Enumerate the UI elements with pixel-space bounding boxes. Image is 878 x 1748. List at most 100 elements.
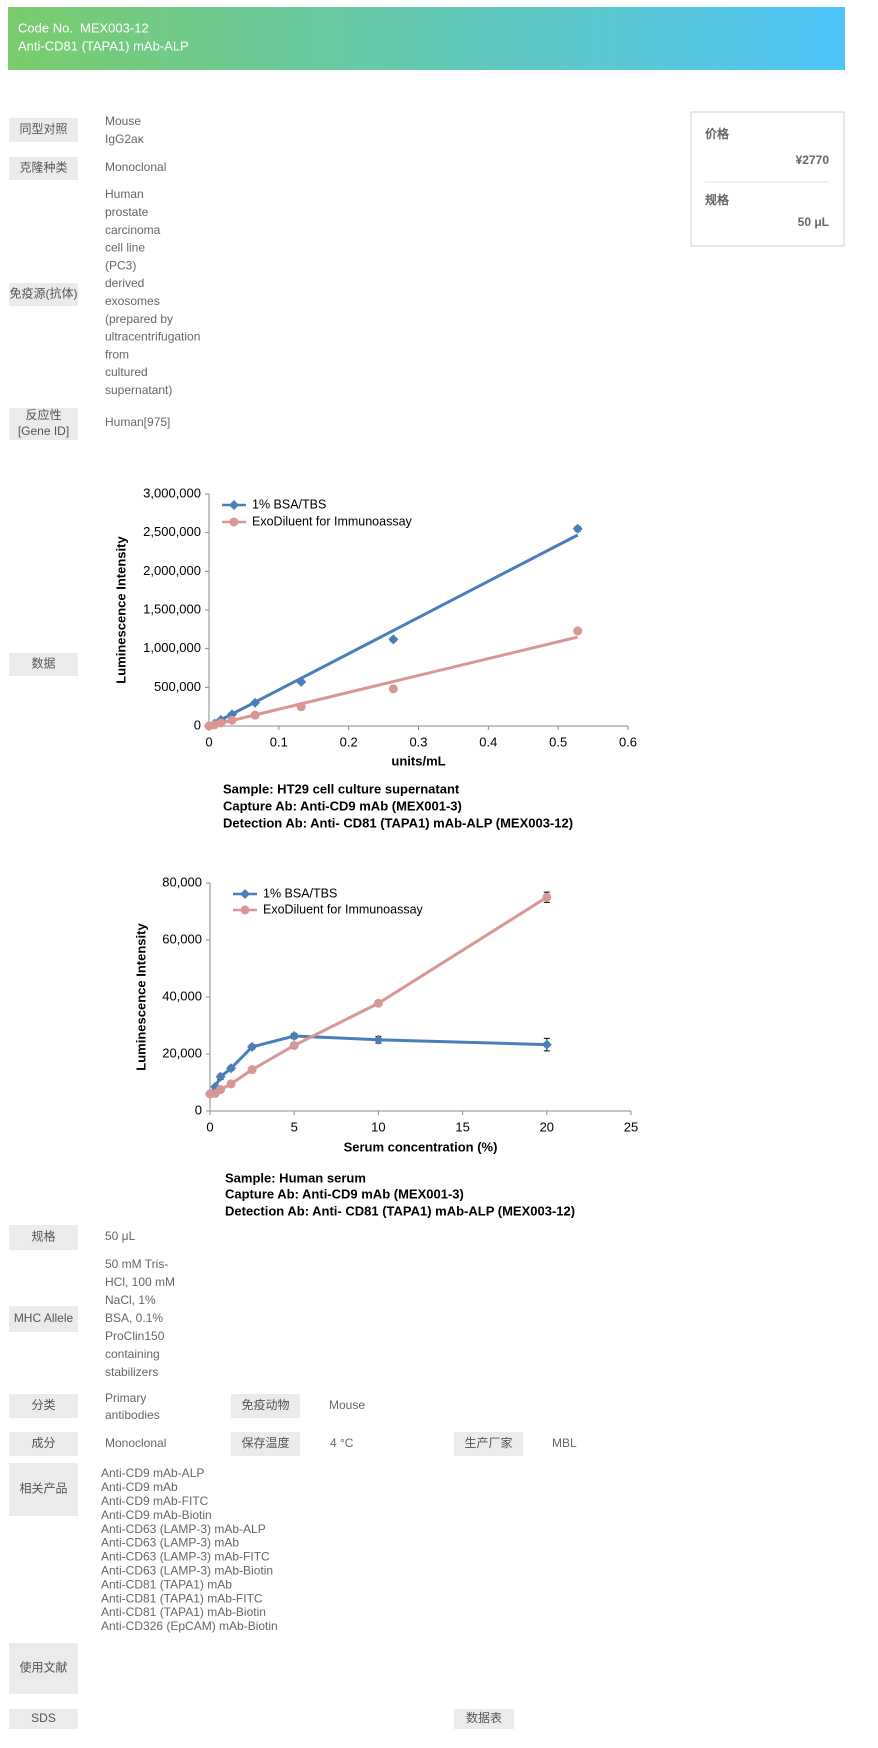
y-axis-label: Luminescence Intensity	[113, 536, 128, 684]
x-tick-label: 0	[205, 734, 212, 749]
label-box	[9, 1643, 78, 1694]
price: ¥2770	[796, 153, 830, 167]
field-label: 反应性	[25, 407, 61, 422]
marker	[573, 626, 583, 636]
field-value: Anti-CD81 (TAPA1) mAb	[101, 1577, 232, 1591]
price-box	[690, 111, 845, 247]
field-value: derived	[105, 276, 144, 290]
y-tick-label: 20,000	[162, 1045, 202, 1060]
x-tick-label: 0.2	[340, 734, 358, 749]
code-number: MEX003-12	[80, 20, 149, 35]
label-box	[9, 1225, 78, 1250]
fit-line	[208, 533, 579, 728]
x-tick-label: 10	[371, 1119, 385, 1134]
label-box	[9, 1463, 78, 1516]
field-value: ProClin150	[105, 1329, 165, 1343]
label-box	[9, 1432, 78, 1456]
chart-note: Capture Ab: Anti-CD9 mAb (MEX001-3)	[223, 798, 462, 813]
field-label: 同型对照	[19, 122, 67, 136]
label-box	[231, 1394, 300, 1418]
marker	[572, 523, 583, 534]
label-box	[9, 653, 78, 676]
marker	[216, 718, 226, 728]
field-value: Anti-CD9 mAb-FITC	[101, 1494, 209, 1508]
marker	[541, 1039, 552, 1050]
field-label: 成分	[31, 1436, 55, 1450]
field-value: containing	[105, 1347, 160, 1361]
field-value: IgG2aκ	[105, 132, 145, 146]
x-tick-label: 0.1	[270, 734, 288, 749]
field-value: supernatant)	[105, 383, 172, 397]
marker	[250, 710, 260, 720]
field-label: 数据	[31, 656, 55, 671]
x-tick-label: 15	[455, 1119, 469, 1134]
marker	[296, 702, 306, 712]
marker	[226, 1079, 236, 1089]
marker	[247, 1065, 257, 1075]
field-value: Anti-CD9 mAb-ALP	[101, 1466, 204, 1480]
y-tick-label: 40,000	[162, 988, 202, 1003]
legend-label: 1% BSA/TBS	[252, 497, 326, 511]
header-band	[8, 7, 845, 70]
chart-note: Capture Ab: Anti-CD9 mAb (MEX001-3)	[225, 1186, 464, 1201]
label-box	[454, 1432, 523, 1456]
marker	[373, 998, 383, 1008]
legend-marker	[229, 517, 239, 527]
series-line	[209, 895, 548, 1096]
chart-note: Detection Ab: Anti- CD81 (TAPA1) mAb-ALP…	[225, 1203, 575, 1218]
y-tick-label: 1,500,000	[143, 601, 201, 616]
x-axis-label: Serum concentration (%)	[344, 1139, 498, 1154]
field-value: NaCl, 1%	[105, 1293, 156, 1307]
field-value: from	[105, 347, 129, 361]
marker	[247, 1041, 258, 1052]
label-box	[9, 408, 78, 440]
field-value: Anti-CD9 mAb-Biotin	[101, 1508, 212, 1522]
chart-note: Detection Ab: Anti- CD81 (TAPA1) mAb-ALP…	[223, 815, 573, 830]
legend-label: ExoDiluent for Immunoassay	[263, 902, 424, 916]
y-axis-label: Luminescence Intensity	[133, 923, 148, 1071]
label-box	[9, 157, 78, 180]
marker	[215, 1071, 226, 1082]
field-label: 克隆种类	[19, 160, 67, 175]
field-value: Anti-CD326 (EpCAM) mAb-Biotin	[101, 1619, 278, 1633]
x-tick-label: 0.5	[549, 734, 567, 749]
price-label: 价格	[705, 126, 730, 141]
field-value: Anti-CD63 (LAMP-3) mAb-Biotin	[101, 1563, 273, 1577]
code-label: Code No.	[18, 20, 73, 35]
y-tick-label: 2,000,000	[143, 563, 201, 578]
marker	[250, 697, 261, 708]
x-tick-label: 5	[291, 1119, 298, 1134]
label-box	[231, 1432, 300, 1456]
product-name: Anti-CD81 (TAPA1) mAb-ALP	[18, 38, 189, 53]
field-value: 4 °C	[330, 1436, 354, 1450]
field-value: antibodies	[105, 1408, 160, 1422]
legend-label: 1% BSA/TBS	[263, 886, 337, 900]
chart-note: Sample: HT29 cell culture supernatant	[223, 781, 460, 796]
field-value: Anti-CD63 (LAMP-3) mAb-FITC	[101, 1550, 270, 1564]
legend-label: ExoDiluent for Immunoassay	[252, 514, 413, 528]
legend-marker	[240, 905, 250, 915]
legend-marker	[240, 889, 250, 899]
y-tick-label: 1,000,000	[143, 640, 201, 655]
field-label: 相关产品	[19, 1482, 67, 1496]
field-label: 免疫动物	[241, 1397, 289, 1412]
legend-marker	[229, 500, 239, 510]
field-value: 50 μL	[105, 1229, 136, 1243]
y-tick-label: 2,500,000	[143, 524, 201, 539]
marker	[388, 634, 399, 645]
marker	[289, 1040, 299, 1050]
marker	[226, 1063, 237, 1074]
field-label: [Gene ID]	[18, 424, 69, 438]
field-value: BSA, 0.1%	[105, 1311, 163, 1325]
size-label: 规格	[705, 192, 730, 207]
y-tick-label: 500,000	[154, 679, 201, 694]
field-value: prostate	[105, 205, 149, 219]
field-value: Primary	[105, 1391, 146, 1405]
field-value: Anti-CD81 (TAPA1) mAb-Biotin	[101, 1605, 266, 1619]
label-box	[9, 118, 78, 142]
marker	[227, 715, 237, 725]
field-value: (prepared by	[105, 312, 173, 326]
x-axis-label: units/mL	[391, 753, 445, 768]
field-value: cell line	[105, 241, 145, 255]
